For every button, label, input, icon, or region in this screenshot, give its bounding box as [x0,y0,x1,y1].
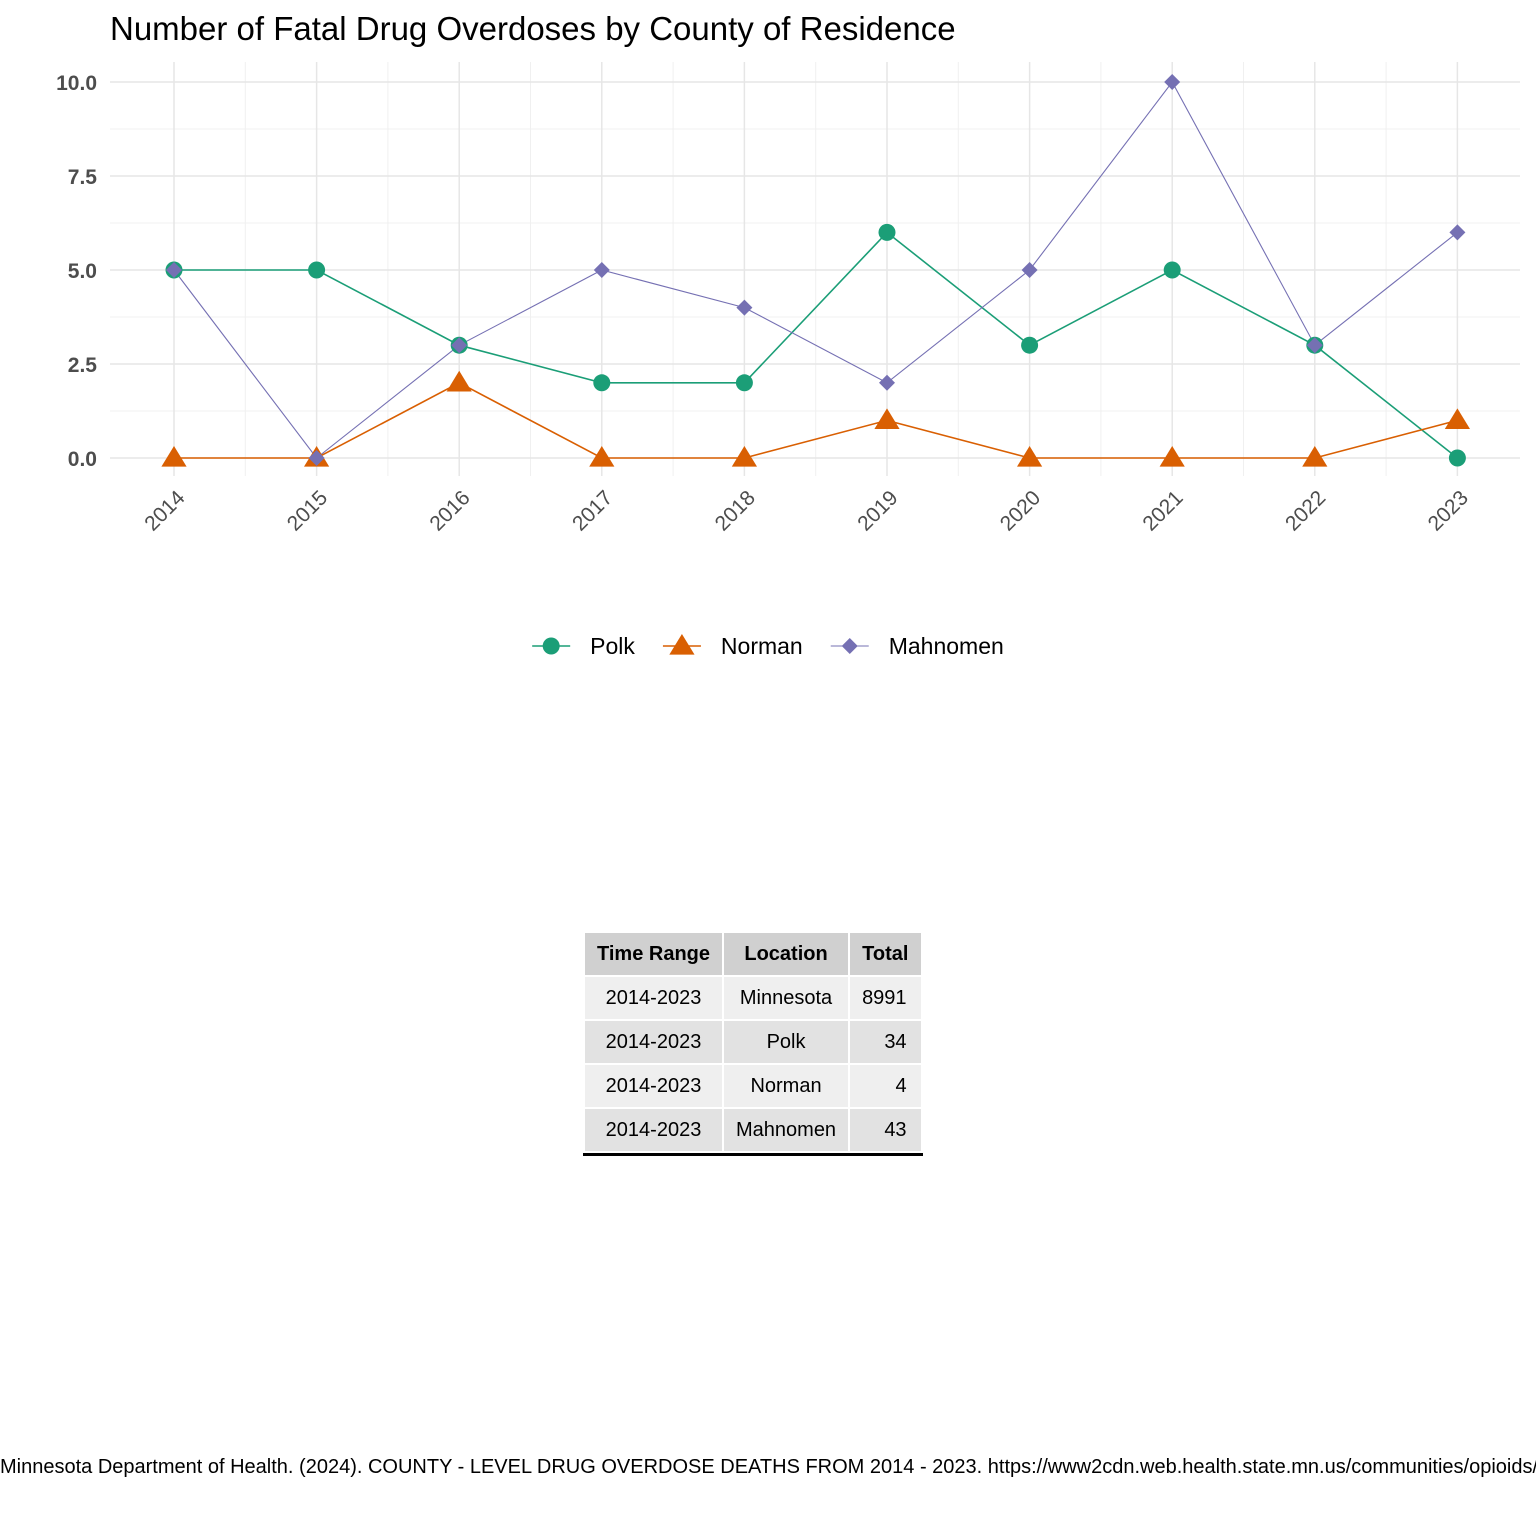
x-tick-label: 2018 [711,486,760,535]
y-tick-label: 7.5 [68,166,98,189]
x-tick-label: 2016 [425,486,474,535]
point-marker [1021,336,1039,354]
point-marker [1017,446,1043,467]
point-marker [669,634,695,655]
table-row: 2014-2023 Polk 34 [585,1021,921,1063]
series-norman [174,381,1458,459]
table-row: 2014-2023 Mahnomen 43 [585,1109,921,1151]
cell-location: Norman [724,1065,849,1107]
point-marker [1302,446,1328,467]
point-marker [735,374,753,392]
cell-total: 8991 [850,977,921,1019]
point-marker [446,370,472,392]
line-chart: 0.0 2.5 5.0 7.5 10.0 2014 2015 2016 2017 2018 2019… [56,62,1520,659]
legend-item-norman: Norman [662,633,803,659]
point-marker [1444,408,1470,430]
point-marker [451,337,468,354]
x-tick-label: 2019 [853,486,902,535]
point-marker [1164,74,1181,90]
point-marker [841,638,858,654]
legend-item-polk: Polk [532,633,635,659]
table-row: 2014-2023 Norman 4 [585,1065,921,1107]
series-lines [161,74,1470,467]
series-line [174,381,1458,459]
point-marker [878,223,896,241]
chart-title: Number of Fatal Drug Overdoses by County… [110,10,956,47]
y-tick-label: 0.0 [68,448,97,471]
summary-table: Time Range Location Total 2014-2023 Minn… [583,931,923,1156]
axis-labels: 0.0 2.5 5.0 7.5 10.0 2014 2015 2016 2017 2018 2019… [56,72,1473,536]
point-marker [731,446,757,467]
point-marker [161,446,187,467]
point-marker [308,261,326,279]
cell-time-range: 2014-2023 [585,1021,722,1063]
x-tick-label: 2020 [996,486,1045,535]
point-marker [1449,224,1466,241]
cell-time-range: 2014-2023 [585,977,722,1019]
point-marker [308,450,325,466]
legend-label: Mahnomen [889,633,1004,659]
series-mahnomen [173,80,1458,459]
y-tick-label: 2.5 [68,354,98,377]
point-marker [874,408,900,430]
x-tick-label: 2021 [1138,486,1187,535]
point-marker [589,446,615,467]
cell-total: 43 [850,1109,921,1151]
header-location: Location [724,933,849,975]
point-marker [1159,446,1185,467]
cell-time-range: 2014-2023 [585,1065,722,1107]
point-marker [1448,449,1466,467]
series-line [174,231,1458,459]
legend-item-mahnomen: Mahnomen [830,633,1004,659]
x-tick-label: 2022 [1281,486,1330,535]
y-tick-label: 5.0 [68,260,97,283]
legend: Polk Norman Mahnomen [532,633,1004,659]
cell-total: 4 [850,1065,921,1107]
header-total: Total [850,933,921,975]
point-marker [1021,262,1038,278]
cell-location: Mahnomen [724,1109,849,1151]
point-marker [1163,261,1181,279]
cell-location: Minnesota [724,977,849,1019]
cell-location: Polk [724,1021,849,1063]
source-citation: Minnesota Department of Health. (2024). … [0,1456,1536,1478]
series-line [173,80,1458,459]
series-polk [174,231,1458,459]
table-row: 2014-2023 Minnesota 8991 [585,977,921,1019]
cell-time-range: 2014-2023 [585,1109,722,1151]
x-tick-label: 2017 [568,486,617,535]
series-points-norman [161,370,1470,467]
x-tick-label: 2014 [140,486,190,536]
point-marker [593,262,610,278]
y-tick-label: 10.0 [56,72,97,95]
point-marker [1306,337,1323,354]
point-marker [166,262,182,278]
point-marker [879,374,895,391]
x-tick-label: 2015 [283,486,332,535]
point-marker [736,299,753,316]
cell-total: 34 [850,1021,921,1063]
header-time-range: Time Range [585,933,722,975]
series-points-polk [165,223,1466,467]
point-marker [593,374,611,392]
table-header-row: Time Range Location Total [585,933,921,975]
point-marker [542,637,560,655]
series-points-mahnomen [166,74,1466,466]
legend-label: Polk [590,633,635,659]
legend-label: Norman [721,633,803,659]
x-tick-label: 2023 [1424,486,1473,535]
